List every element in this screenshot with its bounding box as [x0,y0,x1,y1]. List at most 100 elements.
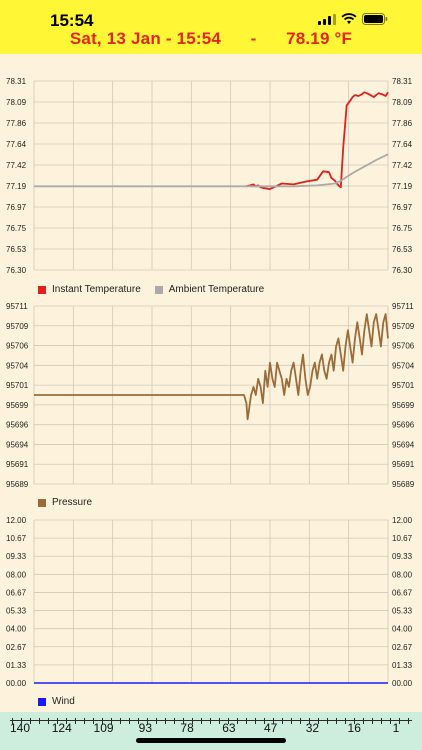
wind-ytick-right: 08.00 [392,570,413,579]
temperature-ytick-right: 77.64 [392,140,413,149]
timeline-label: 63 [222,721,236,735]
timeline-tick [390,718,391,724]
pressure-ytick-left: 95691 [6,460,29,469]
temperature-ytick-left: 78.31 [6,77,27,86]
legend-swatch-wind [38,697,46,706]
pressure-ytick-left: 95706 [6,342,29,351]
legend-label-pressure: Pressure [52,497,93,508]
timeline-tick [30,718,31,724]
timeline-label: 78 [180,721,194,735]
timeline-tick [255,718,256,724]
legend-item-ambient[interactable]: Ambient Temperature [154,284,265,295]
timeline-tick [174,718,175,724]
pressure-ytick-right: 95696 [392,421,415,430]
pressure-ytick-right: 95706 [392,342,415,351]
pressure-chart[interactable]: 95711 95711 95709 95709 95706 95706 95704 95704… [0,298,422,494]
temperature-ytick-left: 76.53 [6,245,27,254]
timeline-tick [156,718,157,724]
timeline-tick [372,718,373,724]
pressure-ytick-left: 95711 [6,302,28,311]
temperature-legend: Instant Temperature Ambient Temperature [38,284,278,295]
temperature-ytick-left: 77.19 [6,182,27,191]
pressure-ytick-right: 95709 [392,322,415,331]
wind-ytick-left: 02.67 [6,643,27,652]
header-separator: - [250,29,257,48]
wind-ytick-left: 08.00 [6,570,27,579]
wind-ytick-right: 04.00 [392,625,413,634]
pressure-ytick-left: 95694 [6,440,29,449]
wind-ytick-left: 00.00 [6,679,27,688]
legend-label-wind: Wind [52,696,75,707]
battery-icon [362,13,388,25]
pressure-chart-svg: 95711 95711 95709 95709 95706 95706 95704 95704… [6,302,415,489]
timeline-tick [354,718,355,724]
timeline-tick [291,718,292,724]
temperature-ytick-left: 77.64 [6,140,27,149]
timeline-tick [111,718,112,724]
timeline-tick [129,718,130,724]
temperature-ytick-right: 76.97 [392,203,413,212]
timeline-tick [408,718,409,724]
timeline-tick [210,718,211,724]
legend-swatch-ambient [154,285,163,294]
pressure-ytick-left: 95704 [6,361,29,370]
header-reading: Sat, 13 Jan - 15:54 - 78.19 °F [0,29,422,49]
header-temperature: 78.19 °F [286,29,353,48]
timeline-ruler[interactable]: 140 124 109 93 78 63 47 32 16 1 [0,712,422,750]
timeline-tick [147,718,148,724]
timeline-tick [264,718,265,724]
timeline-label: 16 [347,721,361,735]
wifi-icon [341,13,357,24]
wind-ytick-left: 04.00 [6,625,27,634]
temperature-ytick-right: 78.31 [392,77,413,86]
home-indicator[interactable] [136,738,286,743]
timeline-tick [66,718,67,724]
timeline-tick [39,718,40,724]
wind-ytick-right: 10.67 [392,534,413,543]
timeline-tick [48,718,49,724]
pressure-ytick-right: 95691 [392,460,415,469]
legend-item-pressure[interactable]: Pressure [38,497,92,508]
timeline-tick [345,718,346,724]
header-bar: 15:54 Sat, 13 Jan - 15:54 - 78.19 °F [0,0,422,54]
temperature-chart[interactable]: 78.31 78.31 78.09 78.09 77.86 77.86 77.64 77.64… [0,72,422,278]
timeline-tick [192,718,193,724]
wind-chart[interactable]: 12.00 12.00 10.67 10.67 09.33 09.33 08.00 08.00… [0,512,422,694]
status-icons [318,13,388,25]
temperature-ytick-right: 77.19 [392,182,413,191]
timeline-tick [228,718,229,724]
pressure-ytick-left: 95699 [6,401,29,410]
pressure-ytick-right: 95689 [392,480,415,489]
temperature-ytick-left: 77.42 [6,161,27,170]
timeline-tick [219,718,220,724]
legend-item-instant[interactable]: Instant Temperature [38,284,141,295]
timeline-tick [363,718,364,724]
timeline-label: 124 [51,721,72,735]
timeline-line [10,720,412,721]
temperature-ytick-left: 77.86 [6,119,27,128]
timeline-tick [21,718,22,724]
signal-bars-icon [318,13,336,25]
wind-ytick-left: 09.33 [6,552,27,561]
wind-ytick-right: 12.00 [392,516,413,525]
timeline-tick [309,718,310,724]
legend-item-wind[interactable]: Wind [38,696,75,707]
wind-ytick-left: 01.33 [6,661,27,670]
timeline-tick [300,718,301,724]
legend-label-ambient: Ambient Temperature [168,284,265,295]
pressure-ytick-left: 95689 [6,480,29,489]
status-time: 15:54 [50,11,94,30]
temperature-ytick-left: 76.75 [6,224,27,233]
timeline-label: 47 [263,721,278,735]
header-date-time: Sat, 13 Jan - 15:54 [69,29,222,48]
timeline-tick [246,718,247,724]
wind-ytick-right: 02.67 [392,643,413,652]
wind-chart-svg: 12.00 12.00 10.67 10.67 09.33 09.33 08.00 08.00… [6,516,413,688]
pressure-ytick-right: 95711 [392,302,414,311]
temperature-series-0 [246,91,389,190]
timeline-tick [318,718,319,724]
pressure-ytick-left: 95701 [6,381,29,390]
pressure-ytick-left: 95709 [6,322,29,331]
timeline-tick [75,718,76,724]
wind-ytick-left: 12.00 [6,516,27,525]
